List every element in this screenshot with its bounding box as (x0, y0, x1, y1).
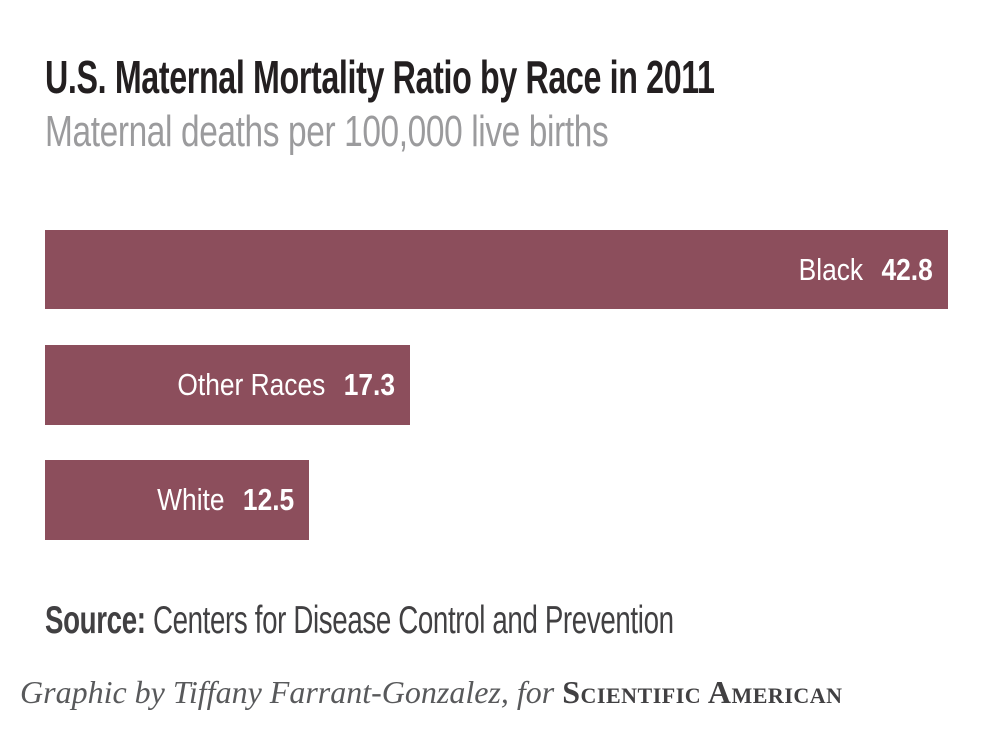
value-label: 12.5 (242, 482, 294, 517)
category-label: Other Races (177, 367, 326, 402)
source-text: Centers for Disease Control and Preventi… (145, 599, 674, 642)
bar-black-label: Black 42.8 (799, 252, 933, 288)
bar-white-label: White 12.5 (157, 482, 294, 518)
publication-name: Scientific American (562, 674, 843, 710)
bar-other-races: Other Races 17.3 (45, 345, 410, 425)
value-label: 17.3 (343, 367, 395, 402)
source-line: Source: Centers for Disease Control and … (45, 599, 674, 643)
source-prefix: Source: (45, 599, 146, 642)
chart-subtitle: Maternal deaths per 100,000 live births (45, 107, 609, 156)
chart-title: U.S. Maternal Mortality Ratio by Race in… (45, 51, 715, 103)
bar-black: Black 42.8 (45, 230, 948, 309)
category-label: White (156, 482, 225, 517)
category-label: Black (798, 251, 864, 287)
bar-chart: Black 42.8 Other Races 17.3 White 12.5 (45, 230, 948, 540)
bar-other-races-label: Other Races 17.3 (177, 367, 395, 403)
value-label: 42.8 (881, 251, 933, 287)
credit-line: Graphic by Tiffany Farrant-Gonzalez, for… (20, 674, 843, 711)
bar-white: White 12.5 (45, 460, 309, 540)
credit-byline: Graphic by Tiffany Farrant-Gonzalez, for (20, 674, 555, 710)
